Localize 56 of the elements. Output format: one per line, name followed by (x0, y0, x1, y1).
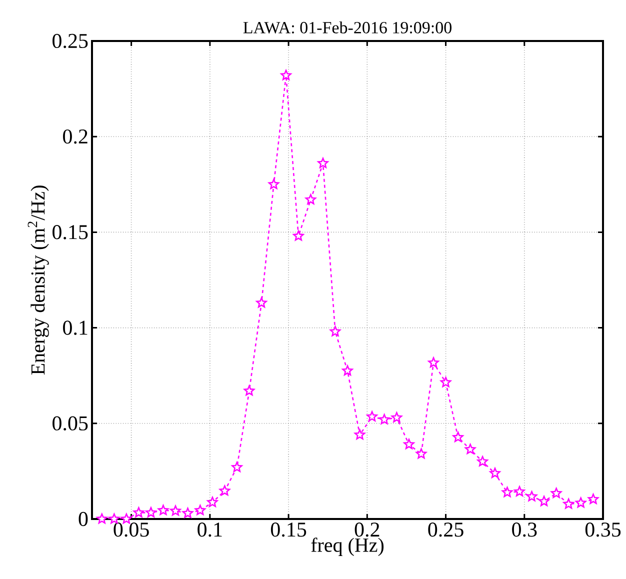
y-tick-label: 0.15 (52, 225, 88, 240)
point (219, 485, 230, 496)
x-tick-label: 0.2 (354, 522, 380, 537)
point (354, 429, 366, 440)
point (563, 498, 574, 509)
point (146, 507, 156, 518)
point (318, 158, 328, 168)
point (428, 357, 439, 368)
point (575, 497, 586, 508)
point (133, 507, 144, 518)
y-tick-label: 0 (78, 512, 88, 526)
point (502, 486, 513, 498)
y-tick-label: 0.2 (63, 129, 88, 144)
point (378, 414, 390, 424)
point (588, 494, 599, 504)
point (108, 513, 120, 524)
point (207, 496, 218, 508)
point (391, 412, 402, 422)
y-tick-label: 0.05 (52, 416, 88, 431)
y-tick-label: 0.1 (63, 320, 88, 335)
point (452, 432, 464, 442)
point (244, 385, 255, 396)
point (293, 230, 304, 241)
x-tick-label: 0.15 (270, 522, 306, 537)
y-tick-label: 0.25 (52, 34, 88, 48)
point (464, 444, 476, 454)
point (182, 508, 194, 518)
point (96, 513, 108, 524)
point (280, 70, 292, 80)
x-tick-label: 0.25 (428, 522, 464, 537)
point (514, 486, 525, 496)
point (170, 505, 181, 516)
point (526, 490, 538, 502)
point (232, 462, 242, 472)
point (330, 326, 341, 336)
point (490, 468, 500, 478)
point (477, 456, 488, 466)
point (158, 504, 169, 516)
x-axis-title: freq (Hz) (311, 538, 384, 556)
y-axis-title: Energy density (m$^{2}$/Hz) (28, 186, 49, 375)
point (256, 297, 267, 308)
point (416, 448, 427, 459)
point (305, 194, 316, 204)
point (538, 496, 550, 506)
point (194, 504, 206, 516)
point (440, 376, 452, 388)
point (342, 365, 353, 376)
point (550, 488, 562, 498)
point (404, 438, 414, 450)
x-tick-label: 0.35 (585, 522, 621, 537)
chart-title: LAWA: 01-Feb-2016 19:09:00 (243, 21, 452, 34)
x-tick-label: 0.1 (198, 522, 222, 537)
x-tick-label: 0.3 (512, 522, 537, 537)
x-tick-label: 0.05 (114, 522, 149, 537)
point (366, 411, 378, 422)
point (268, 178, 280, 190)
